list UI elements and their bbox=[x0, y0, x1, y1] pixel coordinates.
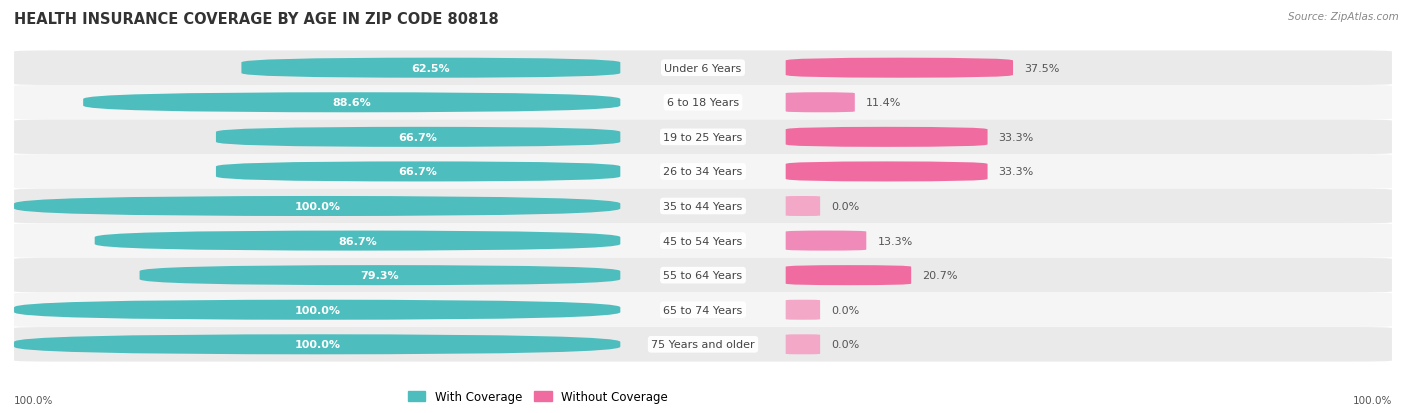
Text: 26 to 34 Years: 26 to 34 Years bbox=[664, 167, 742, 177]
Text: 6 to 18 Years: 6 to 18 Years bbox=[666, 98, 740, 108]
FancyBboxPatch shape bbox=[217, 128, 620, 147]
FancyBboxPatch shape bbox=[139, 266, 620, 285]
Text: 33.3%: 33.3% bbox=[998, 133, 1033, 142]
FancyBboxPatch shape bbox=[14, 327, 1392, 362]
FancyBboxPatch shape bbox=[786, 266, 911, 285]
Text: 100.0%: 100.0% bbox=[294, 339, 340, 349]
FancyBboxPatch shape bbox=[14, 300, 620, 320]
Text: 0.0%: 0.0% bbox=[831, 202, 859, 211]
FancyBboxPatch shape bbox=[94, 231, 620, 251]
FancyBboxPatch shape bbox=[14, 197, 620, 216]
Text: 33.3%: 33.3% bbox=[998, 167, 1033, 177]
FancyBboxPatch shape bbox=[14, 258, 1392, 293]
Text: 65 to 74 Years: 65 to 74 Years bbox=[664, 305, 742, 315]
Text: 88.6%: 88.6% bbox=[332, 98, 371, 108]
Text: 79.3%: 79.3% bbox=[360, 271, 399, 280]
Text: 11.4%: 11.4% bbox=[866, 98, 901, 108]
Text: 100.0%: 100.0% bbox=[1353, 395, 1392, 405]
FancyBboxPatch shape bbox=[786, 231, 866, 251]
FancyBboxPatch shape bbox=[242, 59, 620, 78]
FancyBboxPatch shape bbox=[786, 162, 987, 182]
FancyBboxPatch shape bbox=[786, 335, 820, 354]
FancyBboxPatch shape bbox=[14, 335, 620, 354]
FancyBboxPatch shape bbox=[786, 93, 855, 113]
Text: 75 Years and older: 75 Years and older bbox=[651, 339, 755, 349]
Text: 86.7%: 86.7% bbox=[337, 236, 377, 246]
FancyBboxPatch shape bbox=[786, 59, 1014, 78]
FancyBboxPatch shape bbox=[786, 197, 820, 216]
FancyBboxPatch shape bbox=[786, 300, 820, 320]
Text: 55 to 64 Years: 55 to 64 Years bbox=[664, 271, 742, 280]
Text: 35 to 44 Years: 35 to 44 Years bbox=[664, 202, 742, 211]
FancyBboxPatch shape bbox=[14, 155, 1392, 189]
FancyBboxPatch shape bbox=[14, 189, 1392, 224]
Text: 19 to 25 Years: 19 to 25 Years bbox=[664, 133, 742, 142]
Text: HEALTH INSURANCE COVERAGE BY AGE IN ZIP CODE 80818: HEALTH INSURANCE COVERAGE BY AGE IN ZIP … bbox=[14, 12, 499, 27]
Text: 62.5%: 62.5% bbox=[412, 64, 450, 74]
Text: 100.0%: 100.0% bbox=[294, 305, 340, 315]
FancyBboxPatch shape bbox=[14, 86, 1392, 120]
Text: 37.5%: 37.5% bbox=[1024, 64, 1060, 74]
FancyBboxPatch shape bbox=[14, 51, 1392, 86]
Text: 45 to 54 Years: 45 to 54 Years bbox=[664, 236, 742, 246]
Text: 100.0%: 100.0% bbox=[14, 395, 53, 405]
FancyBboxPatch shape bbox=[786, 128, 987, 147]
Text: 66.7%: 66.7% bbox=[399, 167, 437, 177]
FancyBboxPatch shape bbox=[14, 293, 1392, 327]
FancyBboxPatch shape bbox=[217, 162, 620, 182]
FancyBboxPatch shape bbox=[83, 93, 620, 113]
Text: Source: ZipAtlas.com: Source: ZipAtlas.com bbox=[1288, 12, 1399, 22]
Text: 0.0%: 0.0% bbox=[831, 339, 859, 349]
Text: 66.7%: 66.7% bbox=[399, 133, 437, 142]
FancyBboxPatch shape bbox=[14, 120, 1392, 155]
FancyBboxPatch shape bbox=[14, 224, 1392, 258]
Text: 100.0%: 100.0% bbox=[294, 202, 340, 211]
Text: 13.3%: 13.3% bbox=[877, 236, 912, 246]
Text: 20.7%: 20.7% bbox=[922, 271, 957, 280]
Legend: With Coverage, Without Coverage: With Coverage, Without Coverage bbox=[402, 385, 672, 408]
Text: 0.0%: 0.0% bbox=[831, 305, 859, 315]
Text: Under 6 Years: Under 6 Years bbox=[665, 64, 741, 74]
